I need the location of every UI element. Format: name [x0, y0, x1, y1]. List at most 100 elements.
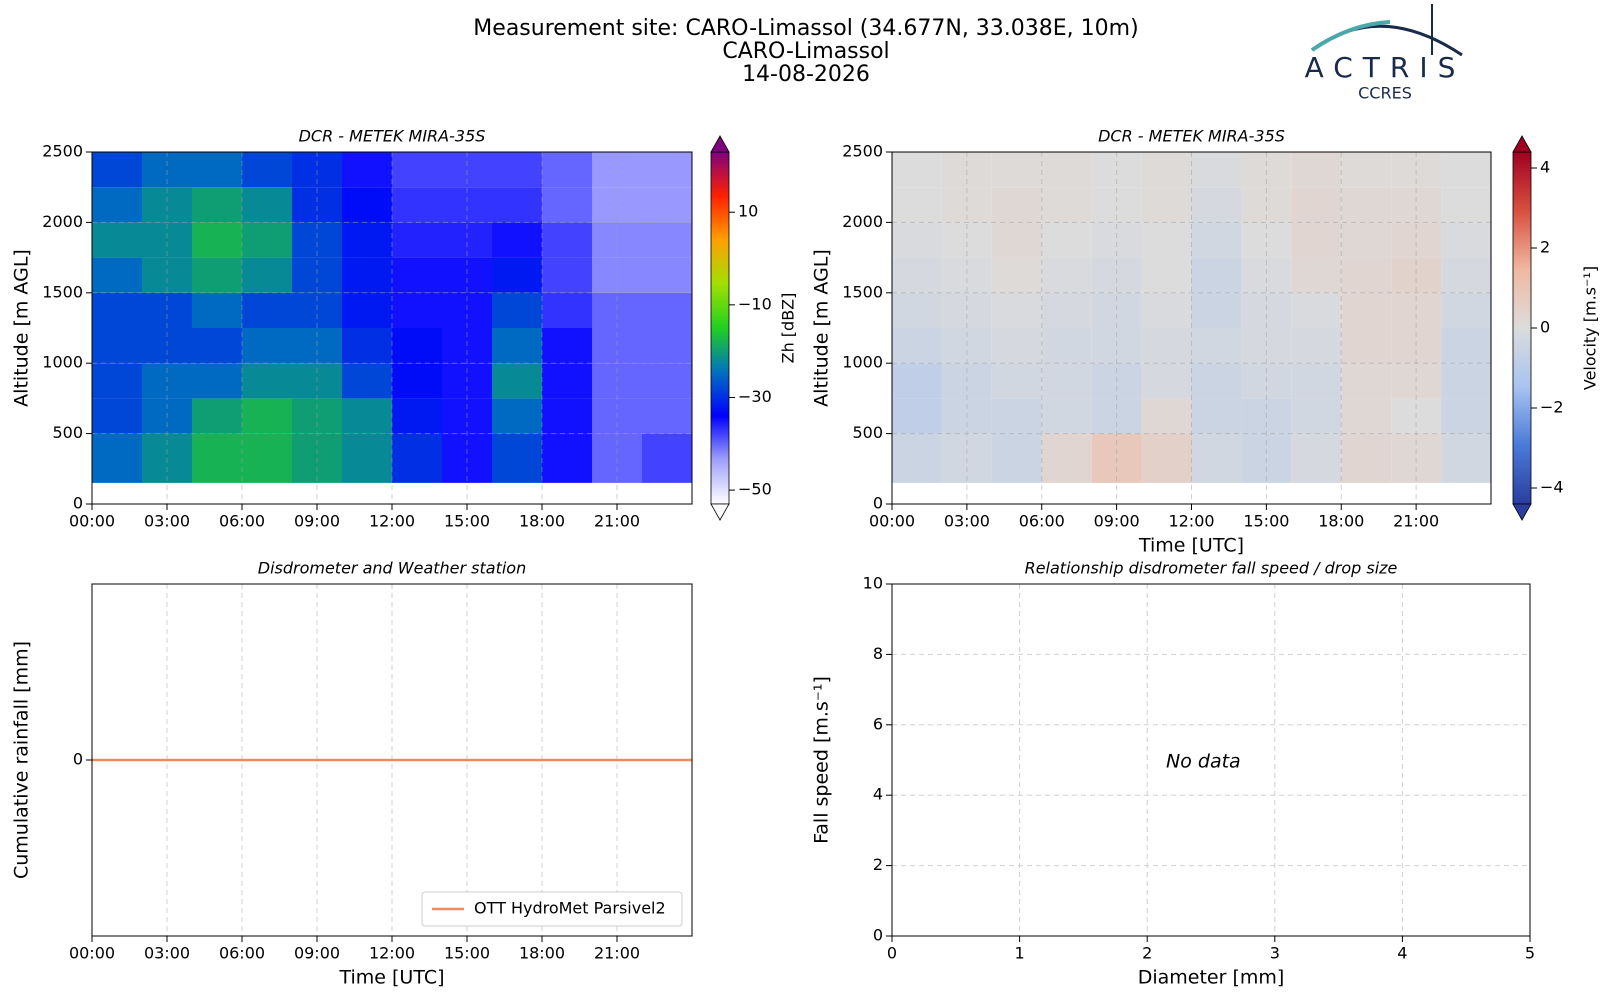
heatmap-cell: [991, 222, 1042, 258]
heatmap-cell: [1041, 363, 1092, 399]
colorbar-tick-label: −10: [738, 294, 772, 313]
heatmap-cell: [342, 328, 392, 364]
x-tick-label: 18:00: [1318, 512, 1364, 531]
heatmap-cell: [1191, 328, 1242, 364]
heatmap-cell: [542, 363, 592, 399]
colorbar-tick-label: 0: [1540, 318, 1550, 337]
heatmap-cell: [342, 187, 392, 223]
heatmap-cell: [892, 292, 942, 328]
heatmap-cell: [892, 257, 942, 293]
panel: Relationship disdrometer fall speed / dr…: [811, 559, 1536, 989]
panel-title: DCR - METEK MIRA-35S: [1098, 127, 1285, 146]
y-tick-label: 1000: [42, 353, 83, 372]
heatmap-cell: [342, 222, 392, 258]
heatmap-cell: [392, 398, 442, 434]
heatmap-cell: [1141, 222, 1192, 258]
heatmap-cell: [991, 363, 1042, 399]
heatmap-cell: [1291, 152, 1342, 188]
heatmap-cell: [1441, 292, 1491, 328]
x-tick-label: 06:00: [1019, 512, 1065, 531]
heatmap-cell: [1291, 292, 1342, 328]
heatmap-cell: [1041, 152, 1092, 188]
panel: Disdrometer and Weather station 00:00 03:0…: [11, 559, 693, 989]
x-tick-label: 1: [1015, 944, 1025, 963]
heatmap-cell: [492, 222, 542, 258]
heatmap-cell: [192, 328, 242, 364]
heatmap-cell: [991, 187, 1042, 223]
heatmap-cell: [492, 363, 542, 399]
y-tick-label: 2: [873, 855, 883, 874]
heatmap-cell: [242, 433, 292, 483]
x-tick-label: 09:00: [1094, 512, 1140, 531]
heatmap-cell: [892, 363, 942, 399]
heatmap-cell: [1341, 257, 1392, 293]
y-axis-label: Cumulative rainfall [mm]: [11, 641, 33, 879]
heatmap-cell: [642, 363, 692, 399]
heatmap-cell: [1441, 328, 1491, 364]
x-tick-label: 09:00: [294, 944, 340, 963]
colorbar-tick-label: −4: [1540, 478, 1564, 497]
heatmap-cell: [1441, 433, 1491, 483]
x-tick-label: 00:00: [869, 512, 915, 531]
heatmap-cell: [492, 187, 542, 223]
colorbar-extend: [710, 135, 730, 153]
heatmap-cell: [492, 292, 542, 328]
x-tick-label: 00:00: [69, 944, 115, 963]
heatmap-cell: [642, 398, 692, 434]
y-tick-label: 1000: [842, 353, 883, 372]
axes-frame: [891, 583, 1531, 937]
heatmap-cell: [642, 222, 692, 258]
heatmap-cell: [1341, 398, 1392, 434]
y-axis-label: Altitude [m AGL]: [811, 249, 833, 407]
x-tick-label: 4: [1397, 944, 1407, 963]
legend-label: OTT HydroMet Parsivel2: [474, 899, 666, 918]
heatmap-cell: [192, 257, 242, 293]
heatmap-cell: [1291, 328, 1342, 364]
heatmap-cell: [92, 363, 142, 399]
heatmap-cell: [242, 398, 292, 434]
colorbar-tick-label: 4: [1540, 158, 1550, 177]
heatmap-cell: [642, 187, 692, 223]
heatmap-cell: [1291, 363, 1342, 399]
y-tick-label: 8: [873, 644, 883, 663]
heatmap-cell: [492, 328, 542, 364]
header-title: 14-08-2026: [742, 62, 870, 87]
heatmap-cell: [392, 257, 442, 293]
colorbar-extend: [1512, 503, 1532, 521]
y-tick-label: 1500: [42, 282, 83, 301]
heatmap-cell: [242, 292, 292, 328]
heatmap-cell: [991, 152, 1042, 188]
axes-frame: [891, 151, 1492, 505]
x-tick-label: 21:00: [1393, 512, 1439, 531]
heatmap-cell: [892, 222, 942, 258]
heatmap-cell: [1191, 187, 1242, 223]
heatmap-cell: [242, 328, 292, 364]
heatmap-cell: [1041, 433, 1092, 483]
heatmap-cell: [542, 433, 592, 483]
x-tick-label: 00:00: [69, 512, 115, 531]
x-tick-label: 03:00: [144, 944, 190, 963]
x-tick-label: 18:00: [519, 512, 565, 531]
heatmap-cell: [192, 398, 242, 434]
colorbar: [1512, 151, 1532, 505]
heatmap-cell: [342, 433, 392, 483]
heatmap-cell: [1041, 398, 1092, 434]
heatmap-cell: [542, 187, 592, 223]
heatmap-cell: [991, 433, 1042, 483]
heatmap-cell: [642, 328, 692, 364]
heatmap-cell: [642, 292, 692, 328]
heatmap-cell: [1341, 433, 1392, 483]
heatmap-cell: [542, 152, 592, 188]
colorbar-label: Zh [dBZ]: [779, 293, 798, 364]
heatmap-cell: [1191, 363, 1242, 399]
heatmap-cell: [492, 152, 542, 188]
colorbar-tick-label: −30: [738, 387, 772, 406]
panel-title: DCR - METEK MIRA-35S: [299, 127, 486, 146]
heatmap-cell: [1141, 328, 1192, 364]
heatmap-cell: [1291, 433, 1342, 483]
heatmap-cell: [642, 433, 692, 483]
y-tick-label: 2000: [842, 212, 883, 231]
heatmap-cell: [892, 398, 942, 434]
heatmap-cell: [1191, 257, 1242, 293]
x-axis-label: Diameter [mm]: [1138, 967, 1285, 989]
